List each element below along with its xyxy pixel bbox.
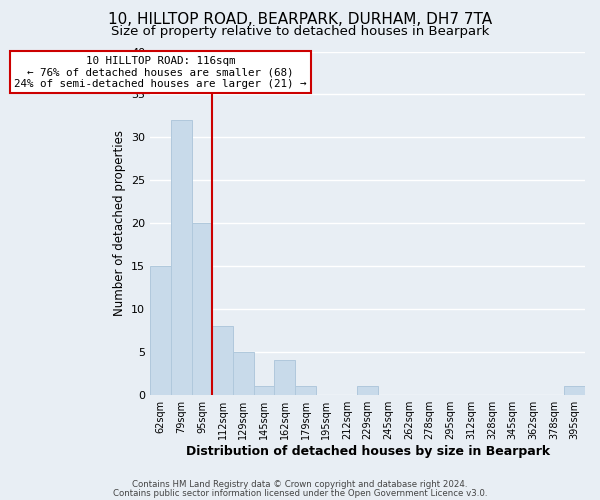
Text: 10, HILLTOP ROAD, BEARPARK, DURHAM, DH7 7TA: 10, HILLTOP ROAD, BEARPARK, DURHAM, DH7 … — [108, 12, 492, 28]
Bar — [233, 352, 254, 395]
Text: Contains public sector information licensed under the Open Government Licence v3: Contains public sector information licen… — [113, 488, 487, 498]
Text: Contains HM Land Registry data © Crown copyright and database right 2024.: Contains HM Land Registry data © Crown c… — [132, 480, 468, 489]
Text: Size of property relative to detached houses in Bearpark: Size of property relative to detached ho… — [111, 25, 489, 38]
Bar — [295, 386, 316, 394]
Bar — [212, 326, 233, 394]
Bar — [191, 223, 212, 394]
Y-axis label: Number of detached properties: Number of detached properties — [113, 130, 125, 316]
Bar — [357, 386, 378, 394]
X-axis label: Distribution of detached houses by size in Bearpark: Distribution of detached houses by size … — [185, 444, 550, 458]
Bar — [150, 266, 171, 394]
Bar — [564, 386, 585, 394]
Bar — [254, 386, 274, 394]
Bar — [171, 120, 191, 394]
Text: 10 HILLTOP ROAD: 116sqm
← 76% of detached houses are smaller (68)
24% of semi-de: 10 HILLTOP ROAD: 116sqm ← 76% of detache… — [14, 56, 307, 89]
Bar — [274, 360, 295, 394]
